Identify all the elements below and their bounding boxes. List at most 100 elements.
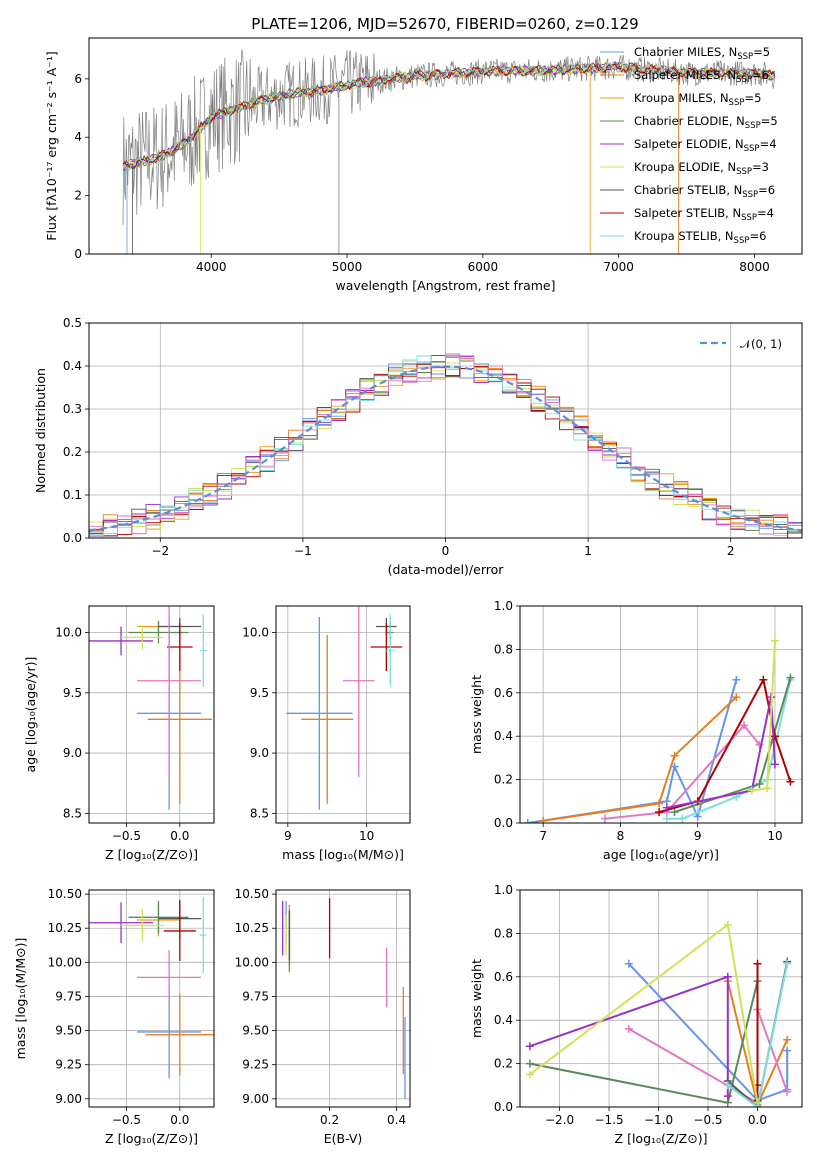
weight-marker <box>723 1092 732 1101</box>
axes-frame <box>88 37 803 255</box>
panel-weight_vs_Z: −2.0 −1.5 −1.0 −0.5 0.0 0.0 0.2 0.4 0.6 0.8 1.0 Z [… <box>469 883 803 1146</box>
axes-frame <box>519 605 803 824</box>
y-tick-label: 9.00 <box>55 1092 82 1106</box>
y-tick-label: 10.25 <box>235 921 269 935</box>
panel-mass_vs_Z: −0.5 0.0 9.00 9.25 9.50 9.75 10.00 10.25 10.50 Z … <box>13 887 215 1146</box>
plot-area-age_vs_Z <box>89 606 214 823</box>
weight-marker <box>753 959 762 968</box>
legend-entry: Salpeter STELIB, NSSP=4 <box>634 206 774 223</box>
x-axis-label: E(B-V) <box>324 1131 363 1146</box>
plot-area-weight_vs_Z <box>520 890 802 1107</box>
model-line <box>122 62 776 172</box>
weight-marker <box>662 803 671 812</box>
weight-marker <box>759 675 768 684</box>
weight-marker <box>624 1024 633 1033</box>
axes-frame <box>88 889 215 1108</box>
weight-line <box>604 723 761 820</box>
x-tick-label: −2.0 <box>545 1113 574 1127</box>
legend-entry: Salpeter MILES, NSSP=6 <box>634 68 769 85</box>
x-tick-label: 0 <box>442 544 450 558</box>
weight-line <box>543 696 737 822</box>
plot-area-residuals <box>89 323 802 538</box>
legend-entry: Kroupa MILES, NSSP=5 <box>634 91 761 108</box>
y-tick-label: 8.5 <box>250 806 269 820</box>
x-tick-label: 9 <box>284 829 292 843</box>
axes-frame <box>275 605 411 824</box>
y-tick-label: 9.50 <box>242 1024 269 1038</box>
x-tick-label: 0.4 <box>387 1113 406 1127</box>
weight-marker <box>723 972 732 981</box>
weight-marker <box>783 1087 792 1096</box>
x-tick-label: 7000 <box>603 260 634 274</box>
x-tick-label: 5000 <box>332 260 363 274</box>
y-tick-label: 0.4 <box>63 359 82 373</box>
model-line <box>122 61 776 172</box>
legend-entry: Chabrier STELIB, NSSP=6 <box>634 183 775 200</box>
y-tick-label: 1.0 <box>494 883 513 897</box>
y-tick-label: 0.0 <box>494 816 513 830</box>
weight-line <box>727 963 789 1107</box>
normal-curve <box>89 365 802 532</box>
y-tick-label: 0.2 <box>63 445 82 459</box>
legend-entry: Chabrier MILES, NSSP=5 <box>634 45 770 62</box>
spectrum-legend: Chabrier MILES, NSSP=5 Salpeter MILES, NS… <box>600 45 778 246</box>
weight-line <box>666 696 776 809</box>
y-tick-label: 9.0 <box>250 746 269 760</box>
plot-area-weight_vs_age <box>520 606 802 823</box>
y-tick-label: 9.25 <box>55 1058 82 1072</box>
y-tick-label: 10.00 <box>235 955 269 969</box>
x-tick-label: 0.0 <box>170 1113 189 1127</box>
weight-marker <box>678 814 687 823</box>
x-tick-label: 0.0 <box>748 1113 767 1127</box>
axes-frame <box>519 889 803 1108</box>
weight-marker <box>755 779 764 788</box>
y-tick-label: 0.2 <box>494 1057 513 1071</box>
weight-marker <box>525 1042 534 1051</box>
weight-marker <box>783 1046 792 1055</box>
panel-mass_vs_ebv: 0.2 0.4 9.00 9.25 9.50 9.75 10.00 10.25 10.50 E(B… <box>235 887 411 1146</box>
weight-line <box>529 980 759 1104</box>
axes-frame <box>275 889 411 1108</box>
y-axis-label: Normed distribution <box>33 368 48 493</box>
y-tick-label: 10.0 <box>55 626 82 640</box>
weight-marker <box>770 636 779 645</box>
weight-marker <box>732 693 741 702</box>
y-tick-label: 9.50 <box>55 1024 82 1038</box>
x-tick-label: −1 <box>294 544 312 558</box>
y-tick-label: 9.25 <box>242 1058 269 1072</box>
y-tick-label: 0.6 <box>494 970 513 984</box>
plot-area-age_vs_mass <box>276 606 410 823</box>
y-tick-label: 4 <box>74 130 82 144</box>
weight-marker <box>693 812 702 821</box>
y-tick-label: 0.1 <box>63 488 82 502</box>
figure-title: PLATE=1206, MJD=52670, FIBERID=0260, z=0… <box>251 15 638 33</box>
x-axis-label: age [log₁₀(age/yr)] <box>603 847 719 862</box>
x-tick-label: 6000 <box>468 260 499 274</box>
weight-marker <box>600 814 609 823</box>
x-tick-label: 4000 <box>196 260 227 274</box>
panel-spectrum: 4000 5000 6000 7000 8000 0 2 4 6 wavelength [Angs… <box>44 37 803 293</box>
weight-marker <box>655 808 664 817</box>
weight-marker <box>624 959 633 968</box>
axes-frame <box>88 605 215 824</box>
x-tick-label: 2 <box>727 544 735 558</box>
weight-marker <box>539 816 548 823</box>
y-tick-label: 10.25 <box>48 921 82 935</box>
legend-entry: Kroupa ELODIE, NSSP=3 <box>634 160 769 177</box>
x-axis-label: Z [log₁₀(Z/Z⊙)] <box>105 847 198 862</box>
y-tick-label: 9.0 <box>63 746 82 760</box>
y-tick-label: 0.0 <box>63 531 82 545</box>
x-tick-label: −1.0 <box>644 1113 673 1127</box>
weight-marker <box>525 1070 534 1079</box>
weight-marker <box>770 732 779 741</box>
x-axis-label: (data-model)/error <box>388 562 505 577</box>
y-tick-label: 10.00 <box>48 955 82 969</box>
panel-weight_vs_age: 7 8 9 10 0.0 0.2 0.4 0.6 0.8 1.0 age [log₁₀(age/yr… <box>469 599 803 862</box>
y-tick-label: 10.50 <box>48 887 82 901</box>
y-tick-label: 0.8 <box>494 642 513 656</box>
x-tick-label: 0.0 <box>170 829 189 843</box>
model-line <box>122 62 776 170</box>
legend-entry: Salpeter ELODIE, NSSP=4 <box>634 137 777 154</box>
weight-marker <box>670 808 679 817</box>
